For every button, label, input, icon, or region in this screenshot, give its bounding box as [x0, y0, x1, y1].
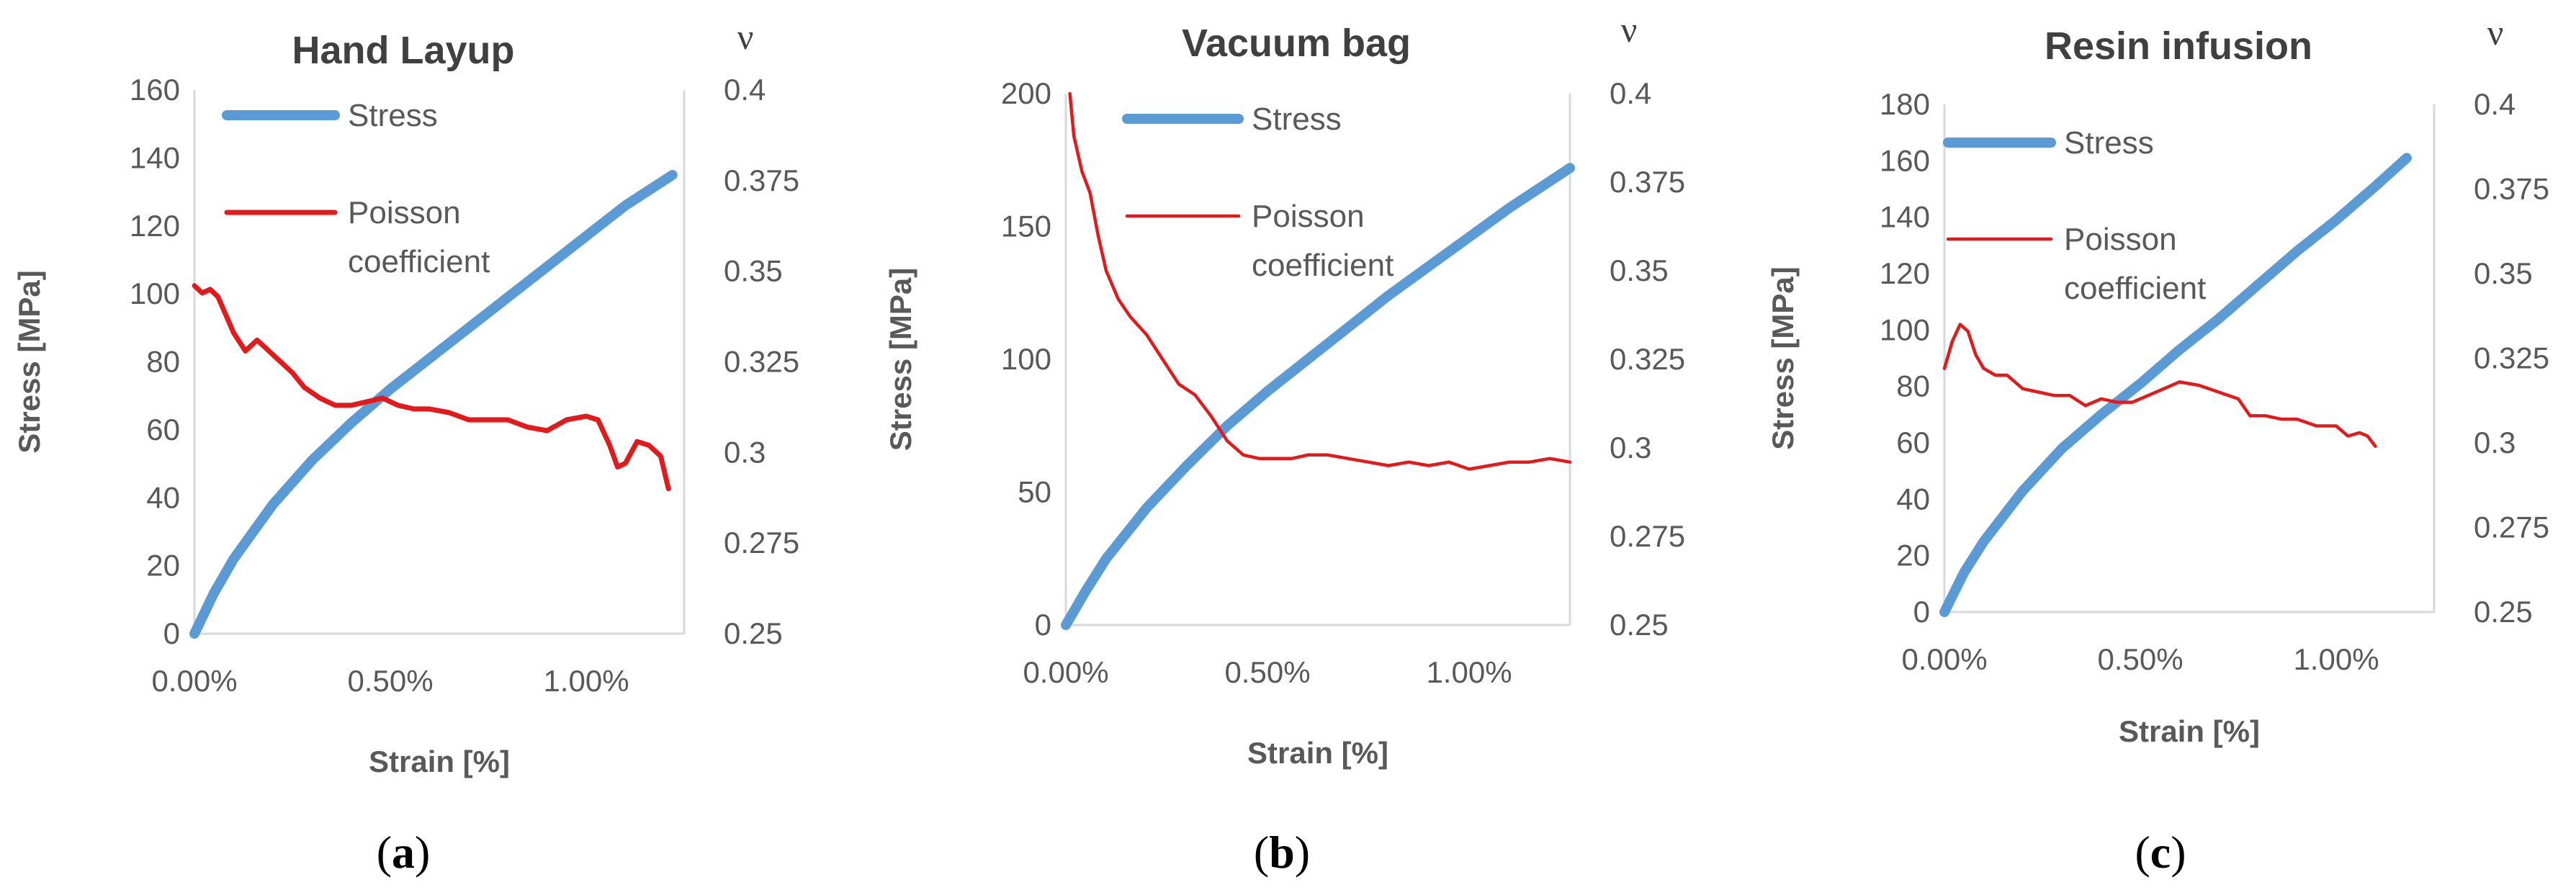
poisson-coefficient-series-line	[1068, 91, 1572, 471]
y-tick-label: 80	[1896, 369, 1930, 403]
legend-label-stress: Stress	[348, 98, 438, 133]
x-axis-title: Strain [%]	[2119, 714, 2260, 748]
y2-tick-label: 0.375	[2474, 172, 2549, 206]
x-axis-title: Strain [%]	[369, 745, 510, 778]
x-tick-label: 0.00%	[1901, 642, 1987, 676]
x-tick-label: 0.00%	[151, 664, 237, 698]
x-tick-label: 0.00%	[1023, 655, 1108, 689]
y2-tick-label: 0.325	[2474, 341, 2549, 375]
y-tick-label: 180	[1880, 87, 1930, 121]
chart-title: Resin infusion	[2045, 24, 2312, 68]
y2-tick-label: 0.4	[724, 73, 766, 107]
y2-tick-label: 0.25	[724, 616, 783, 650]
y-tick-label: 160	[1880, 143, 1930, 177]
y-axis-title: Stress [MPa]	[884, 268, 917, 451]
panel-label: (b)	[1254, 827, 1310, 878]
x-tick-label: 1.00%	[2293, 642, 2379, 676]
y2-tick-label: 0.4	[2474, 87, 2516, 121]
y-tick-label: 100	[1880, 313, 1930, 346]
x-tick-label: 0.50%	[347, 664, 433, 698]
y-tick-label: 20	[1896, 539, 1930, 572]
x-axis-title: Strain [%]	[1247, 736, 1388, 770]
y-tick-label: 140	[1880, 200, 1930, 234]
y2-tick-label: 0.25	[1610, 608, 1669, 642]
y2-tick-label: 0.35	[2474, 256, 2533, 290]
y-tick-label: 100	[130, 277, 180, 310]
y-axis-title: Stress [MPa]	[1766, 266, 1800, 449]
y2-tick-label: 0.3	[1610, 431, 1651, 464]
y-tick-label: 120	[1880, 256, 1930, 290]
y-tick-label: 80	[146, 345, 180, 379]
y-tick-label: 100	[1001, 342, 1051, 376]
x-tick-label: 0.50%	[2097, 642, 2183, 676]
y-tick-label: 50	[1018, 475, 1051, 509]
chart-title: Vacuum bag	[1182, 22, 1411, 65]
y2-tick-label: 0.3	[2474, 426, 2516, 459]
chart-title: Hand Layup	[292, 29, 514, 72]
y2-tick-label: 0.4	[1610, 76, 1651, 110]
y2-tick-label: 0.275	[2474, 511, 2549, 544]
legend-label-poisson: Poisson coefficient	[1252, 199, 1394, 283]
y2-tick-label: 0.35	[1610, 253, 1669, 287]
poisson-coefficient-series-line	[192, 283, 671, 492]
chart-panel-b: 0 50 100 150 200 0.25 0.275 0.3 0.325 0.35 0.375 0.…	[884, 9, 1685, 878]
chart-panel-c: 0 20 40 60 80 100 120 140 160 180 0.25 0.275 0.3 0.32…	[1766, 12, 2549, 878]
y-tick-label: 160	[130, 73, 180, 107]
x-tick-label: 1.00%	[543, 664, 629, 698]
poisson-coefficient-series-line	[1942, 323, 2377, 448]
legend-label-stress: Stress	[2064, 125, 2154, 161]
panel-label: (c)	[2135, 827, 2186, 878]
stress-series-line	[1061, 163, 1575, 630]
legend-label-stress: Stress	[1252, 102, 1342, 137]
stress-series-line	[1939, 153, 2412, 617]
y2-tick-label: 0.3	[724, 435, 766, 469]
y-tick-label: 150	[1001, 210, 1051, 243]
legend-label-poisson: Poisson coefficient	[348, 195, 490, 279]
y2-tick-label: 0.325	[1610, 342, 1685, 376]
y2-tick-label: 0.375	[724, 163, 799, 197]
y-tick-label: 0	[163, 616, 180, 650]
y-tick-label: 60	[146, 413, 180, 446]
y-tick-label: 40	[1896, 482, 1930, 516]
y-tick-label: 200	[1001, 76, 1051, 110]
y2-axis-title: ν	[1621, 9, 1638, 50]
y2-tick-label: 0.35	[724, 254, 783, 288]
y2-tick-label: 0.25	[2474, 595, 2533, 629]
y2-tick-label: 0.325	[724, 345, 799, 379]
y2-tick-label: 0.275	[724, 526, 799, 559]
x-tick-label: 0.50%	[1224, 655, 1310, 689]
panel-label: (a)	[377, 827, 431, 878]
y-tick-label: 140	[130, 140, 180, 174]
y-tick-label: 60	[1896, 426, 1930, 459]
stress-series-line	[189, 170, 678, 639]
y2-tick-label: 0.275	[1610, 519, 1685, 553]
y-tick-label: 120	[130, 209, 180, 243]
y-tick-label: 0	[1913, 595, 1930, 629]
chart-panel-a: 0 20 40 60 80 100 120 140 160 0.25 0.275 0.3 0.325 0.…	[12, 17, 799, 878]
y-tick-label: 20	[146, 549, 180, 583]
y-tick-label: 0	[1035, 608, 1051, 642]
y2-axis-title: ν	[2487, 12, 2504, 53]
y2-tick-label: 0.375	[1610, 165, 1685, 199]
legend-label-poisson: Poisson coefficient	[2064, 222, 2206, 306]
y-tick-label: 40	[146, 480, 180, 514]
y-axis-title: Stress [MPa]	[12, 270, 46, 453]
y2-axis-title: ν	[737, 17, 754, 57]
x-tick-label: 1.00%	[1426, 655, 1512, 689]
